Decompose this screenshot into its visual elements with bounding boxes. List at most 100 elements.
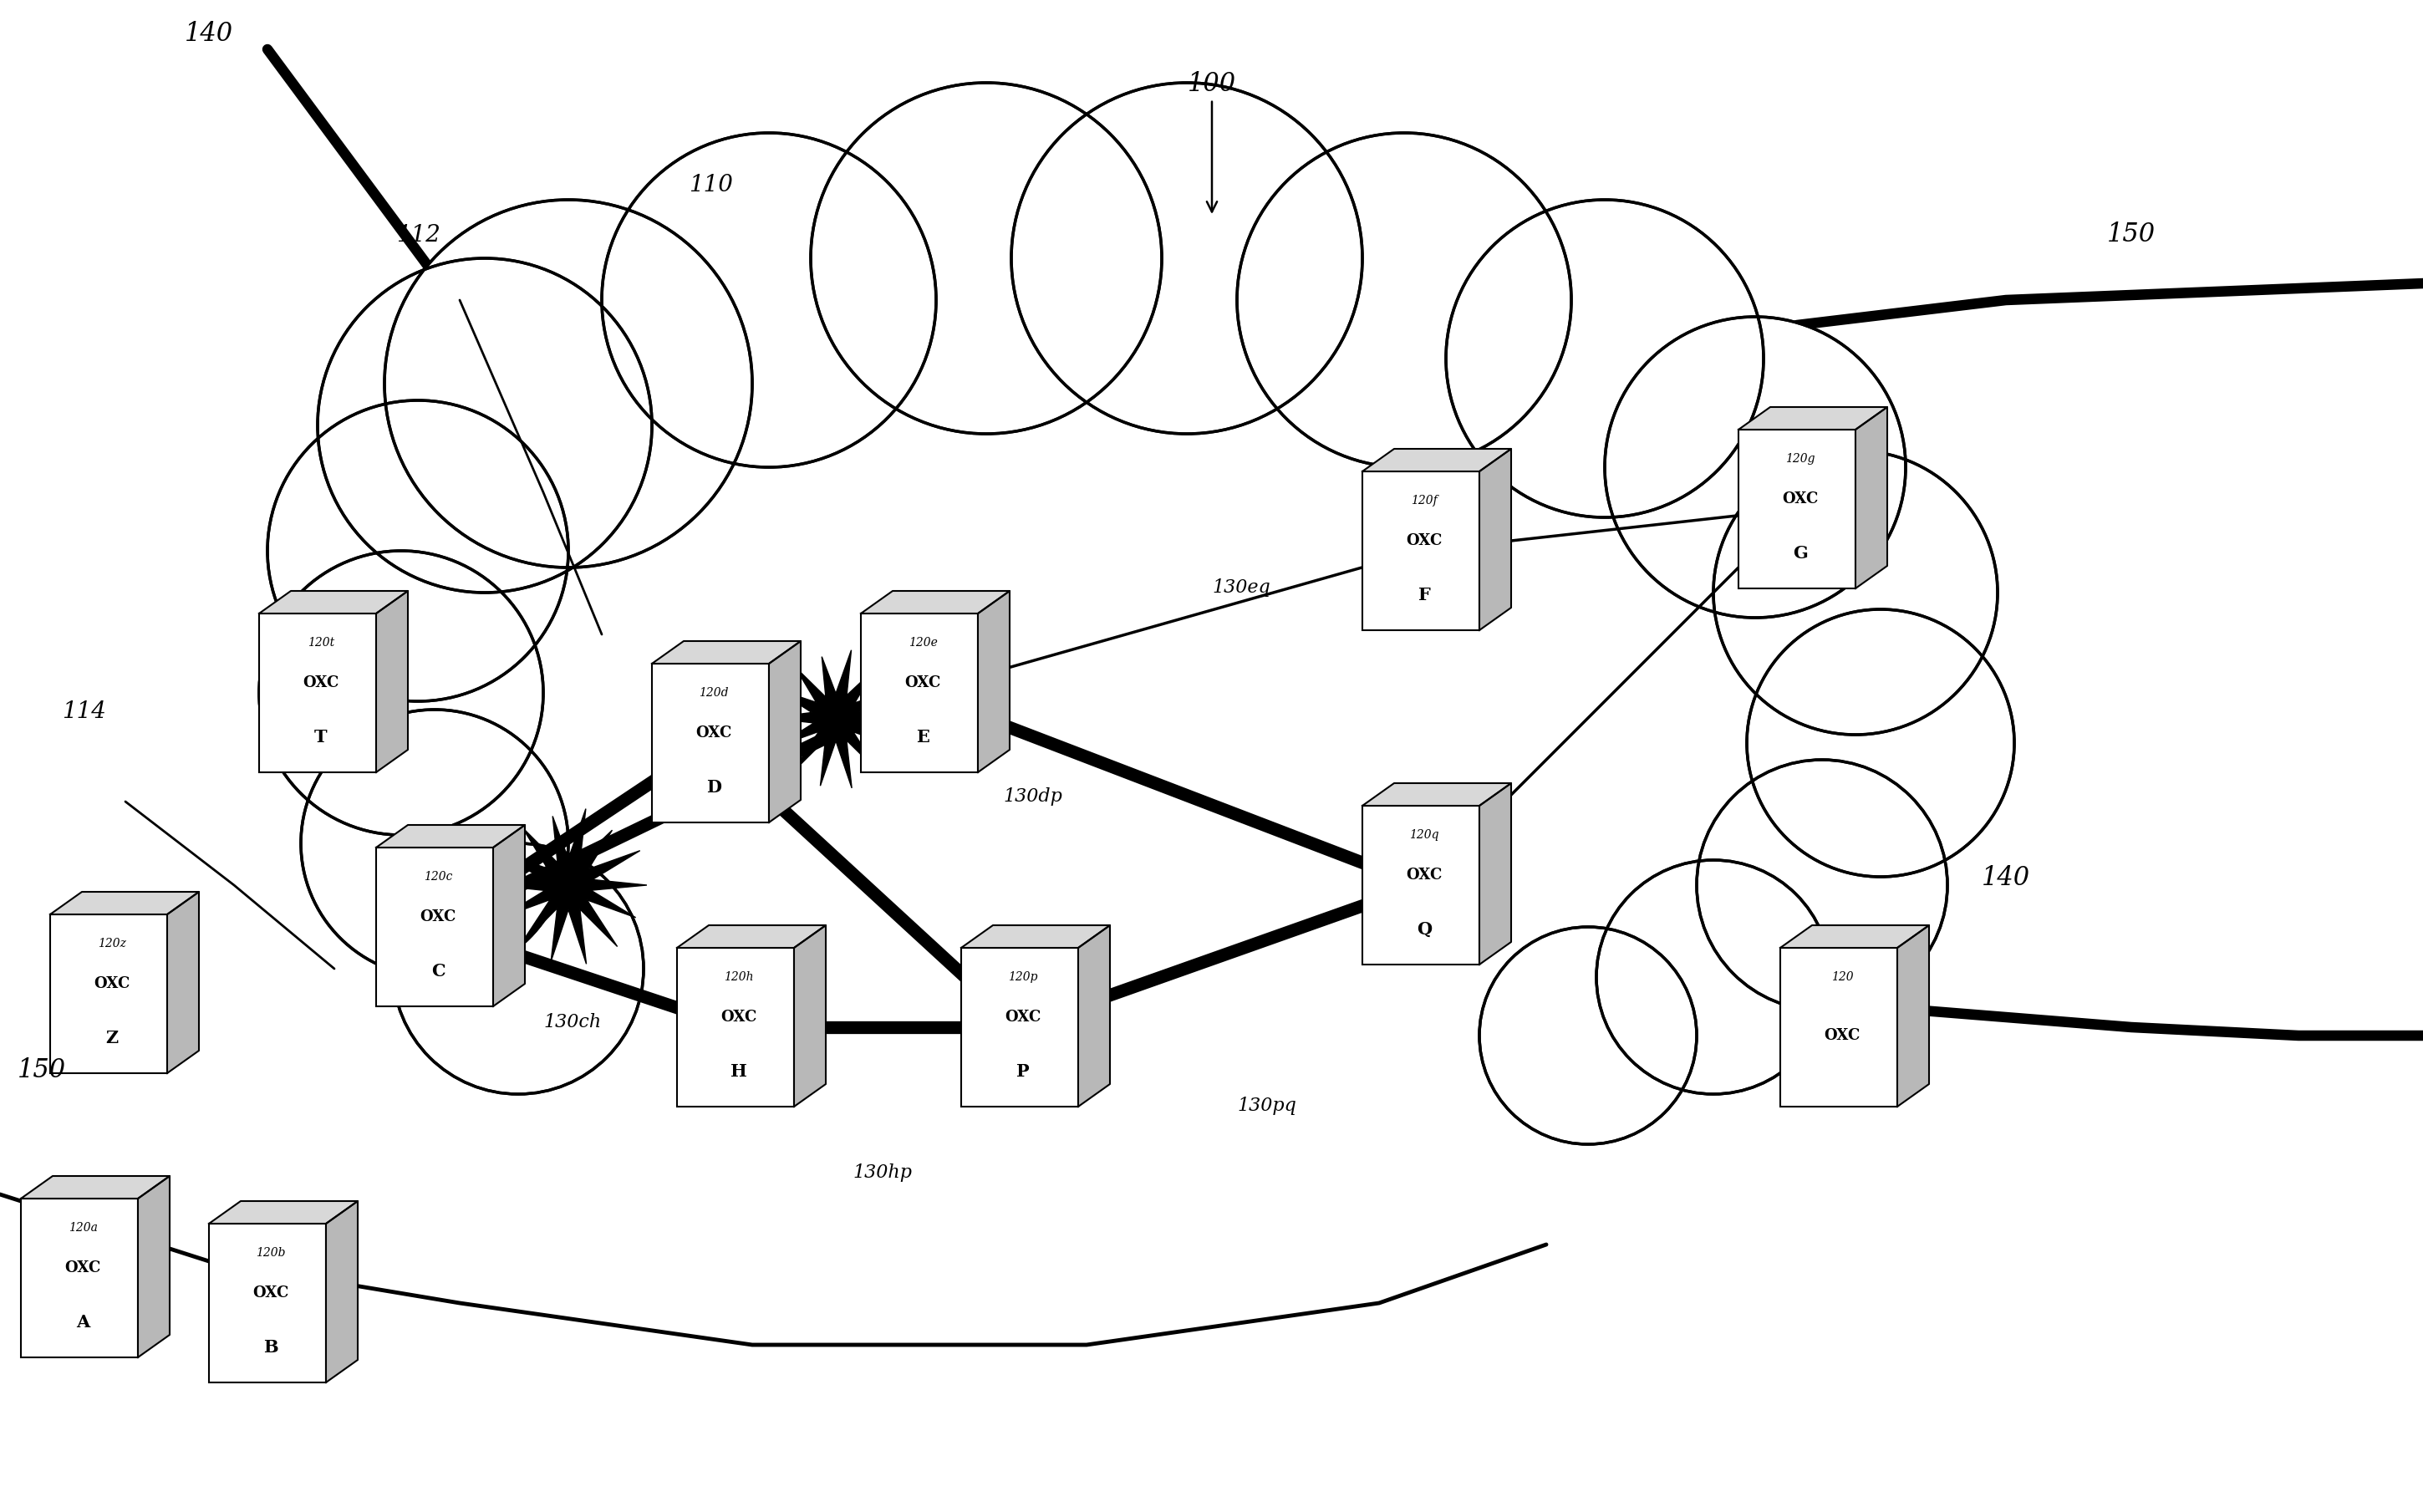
Text: Q: Q bbox=[1417, 921, 1432, 937]
Polygon shape bbox=[259, 591, 407, 614]
Polygon shape bbox=[376, 591, 407, 773]
Circle shape bbox=[1010, 83, 1362, 434]
Text: 120t: 120t bbox=[308, 637, 334, 649]
Text: F: F bbox=[1417, 587, 1430, 603]
Polygon shape bbox=[494, 826, 526, 1007]
Text: 120q: 120q bbox=[1410, 829, 1439, 841]
Polygon shape bbox=[979, 591, 1010, 773]
Text: 120c: 120c bbox=[424, 871, 453, 883]
Polygon shape bbox=[138, 1176, 170, 1358]
Circle shape bbox=[1597, 860, 1829, 1095]
Circle shape bbox=[1747, 609, 2014, 877]
FancyBboxPatch shape bbox=[22, 1199, 138, 1358]
Circle shape bbox=[1713, 451, 1997, 735]
Circle shape bbox=[1447, 200, 1764, 517]
Text: 114: 114 bbox=[61, 700, 107, 723]
Polygon shape bbox=[652, 641, 800, 664]
Text: 140: 140 bbox=[1982, 865, 2030, 891]
Polygon shape bbox=[1897, 925, 1929, 1107]
Text: 130hp: 130hp bbox=[853, 1163, 911, 1182]
Text: Z: Z bbox=[107, 1030, 119, 1046]
Polygon shape bbox=[1856, 407, 1888, 588]
Text: 130eq: 130eq bbox=[1212, 579, 1270, 597]
Text: 150: 150 bbox=[17, 1057, 65, 1083]
Text: 100: 100 bbox=[1187, 71, 1236, 212]
Text: H: H bbox=[732, 1063, 746, 1080]
Text: OXC: OXC bbox=[65, 1261, 102, 1276]
Text: 120a: 120a bbox=[68, 1222, 97, 1234]
Text: OXC: OXC bbox=[1006, 1010, 1042, 1025]
Text: 150: 150 bbox=[2108, 221, 2156, 248]
FancyBboxPatch shape bbox=[1362, 472, 1480, 631]
Polygon shape bbox=[1737, 407, 1888, 429]
Circle shape bbox=[317, 259, 652, 593]
Text: 140: 140 bbox=[184, 21, 233, 47]
Polygon shape bbox=[1480, 449, 1512, 631]
Polygon shape bbox=[208, 1201, 359, 1223]
Text: 120h: 120h bbox=[724, 971, 754, 983]
Text: 120b: 120b bbox=[257, 1247, 286, 1259]
Polygon shape bbox=[768, 641, 800, 823]
Polygon shape bbox=[167, 892, 199, 1074]
Text: C: C bbox=[431, 963, 446, 980]
Text: 120e: 120e bbox=[909, 637, 938, 649]
Text: OXC: OXC bbox=[419, 909, 456, 924]
Text: OXC: OXC bbox=[695, 726, 732, 741]
FancyBboxPatch shape bbox=[676, 948, 795, 1107]
Text: A: A bbox=[75, 1314, 90, 1331]
Text: 120d: 120d bbox=[698, 686, 729, 699]
Text: 130ch: 130ch bbox=[543, 1013, 601, 1031]
FancyBboxPatch shape bbox=[860, 614, 979, 773]
FancyBboxPatch shape bbox=[1737, 429, 1856, 588]
Circle shape bbox=[385, 200, 751, 567]
Circle shape bbox=[300, 709, 569, 977]
Text: 120f: 120f bbox=[1410, 494, 1437, 507]
FancyBboxPatch shape bbox=[376, 848, 494, 1007]
FancyBboxPatch shape bbox=[51, 915, 167, 1074]
Text: B: B bbox=[264, 1340, 279, 1356]
Polygon shape bbox=[1781, 925, 1929, 948]
FancyBboxPatch shape bbox=[962, 948, 1078, 1107]
Polygon shape bbox=[1362, 783, 1512, 806]
Text: OXC: OXC bbox=[1783, 491, 1817, 507]
Polygon shape bbox=[22, 1176, 170, 1199]
Polygon shape bbox=[676, 925, 826, 948]
Text: 130dp: 130dp bbox=[1003, 788, 1061, 806]
Text: 120g: 120g bbox=[1786, 454, 1815, 464]
Polygon shape bbox=[1362, 449, 1512, 472]
Text: OXC: OXC bbox=[303, 676, 339, 691]
Polygon shape bbox=[795, 925, 826, 1107]
Text: OXC: OXC bbox=[1405, 534, 1442, 549]
Circle shape bbox=[1238, 133, 1570, 467]
Polygon shape bbox=[1480, 783, 1512, 965]
Text: 110: 110 bbox=[688, 174, 732, 197]
Polygon shape bbox=[327, 1201, 359, 1382]
Text: OXC: OXC bbox=[252, 1285, 288, 1300]
Text: T: T bbox=[315, 729, 327, 745]
Text: G: G bbox=[1793, 544, 1808, 561]
Text: OXC: OXC bbox=[1825, 1028, 1861, 1043]
FancyBboxPatch shape bbox=[1362, 806, 1480, 965]
Polygon shape bbox=[771, 650, 906, 788]
Polygon shape bbox=[1078, 925, 1110, 1107]
Text: 130pq: 130pq bbox=[1238, 1096, 1296, 1114]
Circle shape bbox=[393, 844, 645, 1095]
Polygon shape bbox=[860, 591, 1010, 614]
Circle shape bbox=[812, 83, 1161, 434]
Polygon shape bbox=[494, 809, 647, 965]
Circle shape bbox=[1604, 318, 1904, 618]
Text: 120: 120 bbox=[1832, 971, 1854, 983]
Text: D: D bbox=[705, 779, 722, 795]
Circle shape bbox=[1480, 927, 1696, 1145]
Text: E: E bbox=[916, 729, 930, 745]
Text: OXC: OXC bbox=[720, 1010, 756, 1025]
Text: OXC: OXC bbox=[94, 977, 131, 992]
Text: 112: 112 bbox=[395, 224, 441, 246]
Text: P: P bbox=[1018, 1063, 1030, 1080]
Text: OXC: OXC bbox=[1405, 868, 1442, 883]
FancyBboxPatch shape bbox=[652, 664, 768, 823]
Polygon shape bbox=[51, 892, 199, 915]
Circle shape bbox=[267, 401, 569, 702]
Text: 120p: 120p bbox=[1008, 971, 1037, 983]
Circle shape bbox=[1696, 759, 1948, 1010]
